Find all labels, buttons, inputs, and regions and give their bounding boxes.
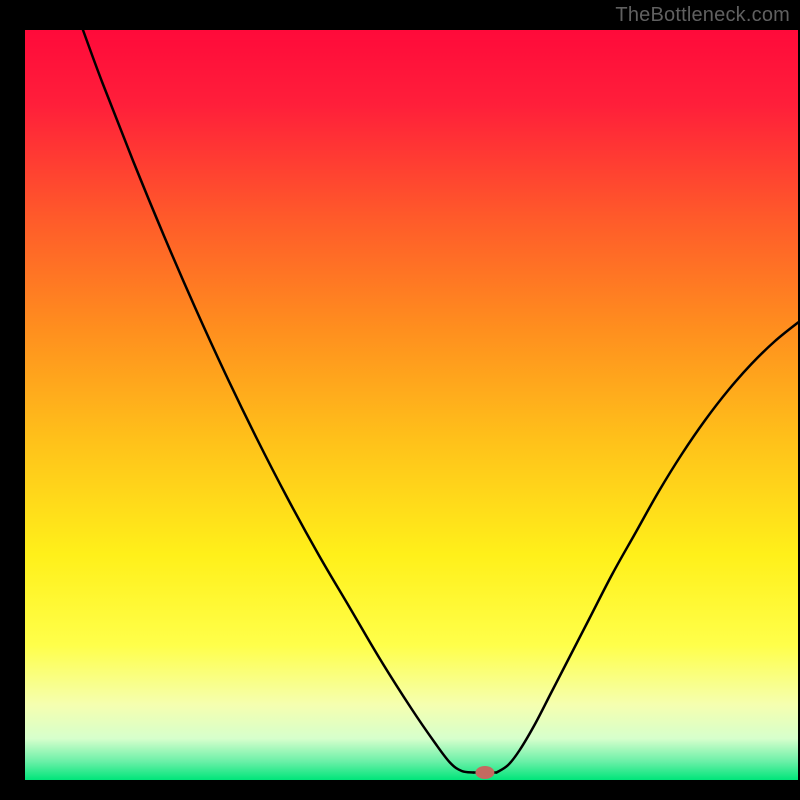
frame-top bbox=[0, 0, 800, 30]
optimal-point-marker bbox=[476, 767, 494, 779]
frame-bottom bbox=[0, 780, 800, 800]
frame-left bbox=[0, 0, 25, 800]
chart-svg bbox=[0, 0, 800, 800]
plot-background bbox=[25, 30, 798, 780]
bottleneck-chart: TheBottleneck.com bbox=[0, 0, 800, 800]
